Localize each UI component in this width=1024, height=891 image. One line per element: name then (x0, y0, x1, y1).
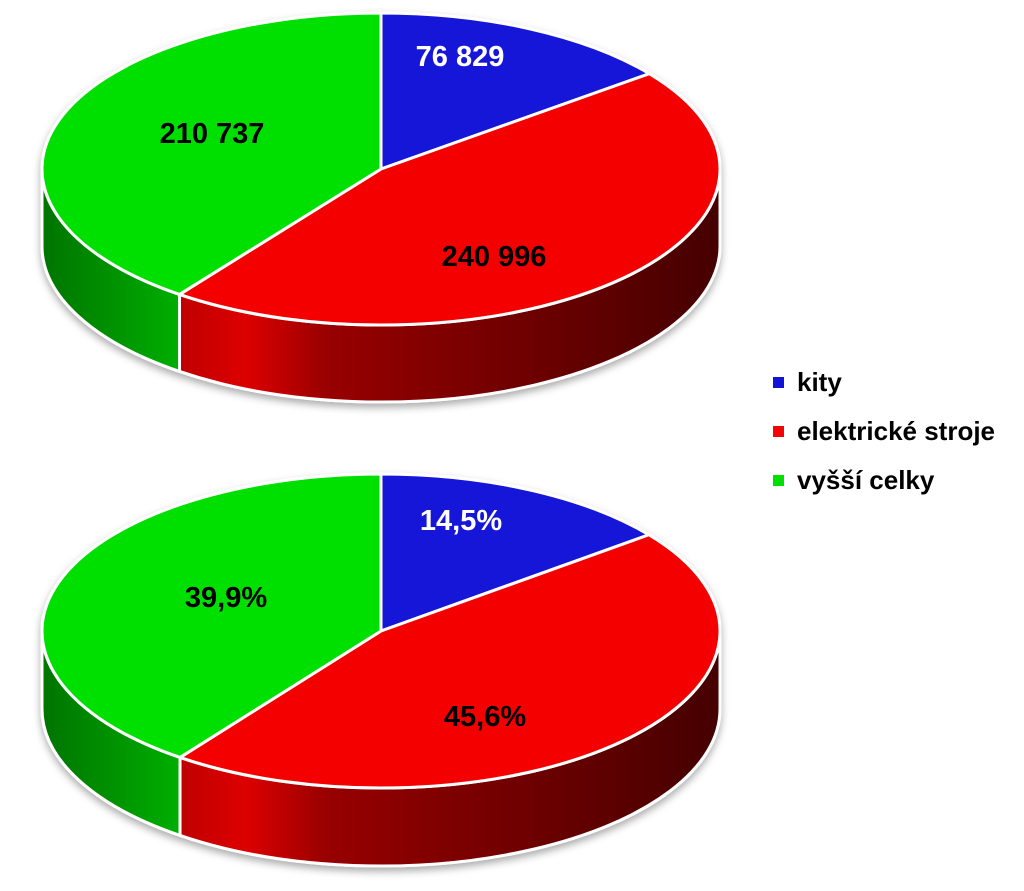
pie-slice-vyssi-celky (40, 472, 383, 759)
data-label-elektricke-stroje: 240 996 (442, 241, 547, 273)
data-label-vyssi-celky: 210 737 (160, 118, 265, 150)
legend-label-elektricke-stroje: elektrické stroje (797, 416, 996, 446)
pie-slice-vyssi-celky (40, 11, 383, 296)
legend-swatch-kity-icon (773, 377, 784, 388)
legend-swatch-elektricke-stroje-icon (773, 426, 784, 437)
legend-label-vyssi-celky: vyšší celky (797, 465, 935, 495)
legend-item-vyssi-celky: vyšší celky (773, 464, 995, 497)
legend-label-kity: kity (797, 367, 842, 397)
pie-slice-kity (379, 472, 651, 633)
chart-legend: kity elektrické stroje vyšší celky (773, 366, 995, 497)
legend-swatch-vyssi-celky-icon (773, 475, 784, 486)
data-label-vyssi-celky: 39,9% (185, 582, 267, 614)
legend-item-kity: kity (773, 366, 995, 399)
pie-chart-percentages: 14,5% 45,6% 39,9% (40, 472, 722, 868)
legend-item-elektricke-stroje: elektrické stroje (773, 415, 995, 448)
pie-slice-elektricke-stroje (178, 72, 722, 327)
pie-slice-elektricke-stroje (178, 533, 722, 790)
pie-slice-kity (379, 11, 651, 171)
data-label-elektricke-stroje: 45,6% (444, 701, 526, 733)
pie-chart-values: 76 829 240 996 210 737 (40, 11, 722, 404)
data-label-kity: 76 829 (416, 41, 505, 73)
data-label-kity: 14,5% (420, 505, 502, 537)
